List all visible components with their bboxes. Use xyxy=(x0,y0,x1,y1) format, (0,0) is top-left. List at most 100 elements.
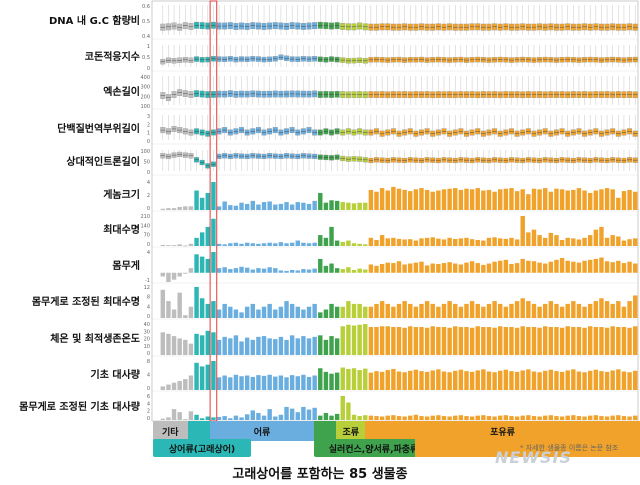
bar xyxy=(289,242,295,246)
track-label: 엑손길이 xyxy=(103,86,140,98)
bar xyxy=(486,189,492,210)
bar xyxy=(222,336,227,355)
track-label: DNA 내 G.C 함량비 xyxy=(49,16,140,27)
y-tick-label: -1 xyxy=(145,278,150,284)
bar xyxy=(537,416,542,420)
bar xyxy=(486,371,492,390)
bar xyxy=(379,416,385,420)
bar xyxy=(340,202,345,210)
bar xyxy=(346,301,351,318)
bar xyxy=(278,336,284,355)
bar xyxy=(571,261,576,273)
bar xyxy=(340,326,345,355)
bar xyxy=(329,373,334,390)
bar xyxy=(408,326,413,355)
bar xyxy=(486,263,492,273)
bar xyxy=(379,371,385,390)
bar xyxy=(554,235,559,246)
bar xyxy=(408,191,413,210)
bar xyxy=(424,301,430,318)
bar xyxy=(599,257,604,273)
bar xyxy=(408,239,413,246)
bar xyxy=(587,192,593,210)
bar xyxy=(447,262,452,273)
bar xyxy=(413,189,419,210)
bar xyxy=(447,327,452,355)
bar xyxy=(177,244,182,246)
bar xyxy=(481,415,486,420)
bar xyxy=(306,306,312,318)
bar xyxy=(385,238,390,246)
track-labels: DNA 내 G.C 함량비 코돈적응지수 엑손길이 단백질번역부위길이 상대적인트론길이… xyxy=(0,0,145,420)
bar xyxy=(413,414,419,420)
bar xyxy=(436,415,441,420)
bar xyxy=(183,419,188,420)
bar xyxy=(284,339,289,355)
bar xyxy=(604,301,610,318)
bar xyxy=(160,386,166,390)
bar xyxy=(211,332,216,355)
bar xyxy=(357,370,362,390)
bar xyxy=(160,418,166,420)
bar xyxy=(351,243,357,246)
bar xyxy=(261,243,267,246)
bar xyxy=(318,415,323,420)
bar xyxy=(379,326,385,355)
bar xyxy=(166,208,171,210)
bar xyxy=(492,191,497,210)
bar xyxy=(509,264,514,273)
bar xyxy=(565,415,570,420)
y-tick-label: 70 xyxy=(144,233,150,239)
bar xyxy=(278,375,284,390)
bar xyxy=(610,326,615,355)
bar xyxy=(301,269,306,273)
bar xyxy=(576,303,582,318)
bar xyxy=(391,186,396,210)
bar xyxy=(526,301,531,318)
bar xyxy=(469,239,475,246)
bar xyxy=(385,326,390,355)
taxon-subgroup-fill xyxy=(415,439,640,457)
y-tick-label: 200 xyxy=(140,94,150,100)
bar xyxy=(616,236,621,246)
bar xyxy=(177,292,182,318)
bar xyxy=(475,240,480,246)
bar xyxy=(171,245,177,246)
taxon-subgroup-bar: 상어류(고래상어) 실러컨스,양서류,파충류 xyxy=(145,439,640,457)
bar xyxy=(593,258,599,273)
bar xyxy=(498,260,503,273)
bar xyxy=(543,237,548,246)
bar xyxy=(250,303,255,318)
bar xyxy=(447,301,452,318)
bar xyxy=(593,190,599,210)
y-tick-label: 0 xyxy=(147,170,150,176)
bar xyxy=(379,301,385,318)
bar xyxy=(329,263,334,273)
bar xyxy=(363,306,368,318)
bar xyxy=(363,324,368,355)
bar xyxy=(514,327,520,355)
bar xyxy=(469,327,475,355)
bar xyxy=(385,370,390,390)
bar xyxy=(351,368,357,390)
taxon-subgroup: 실러컨스,양서류,파충류 xyxy=(313,439,434,457)
track-label: 기초 대사량 xyxy=(90,369,140,381)
bar xyxy=(211,218,216,246)
bar xyxy=(509,303,514,318)
bar xyxy=(582,327,587,355)
bar xyxy=(543,303,548,318)
bar xyxy=(509,327,514,355)
watermark: NEWSIS xyxy=(495,448,572,467)
bar xyxy=(261,336,267,355)
y-tick-label: 0 xyxy=(147,351,150,357)
bar xyxy=(486,327,492,355)
bar xyxy=(351,325,357,355)
bar xyxy=(413,369,419,390)
bar xyxy=(599,298,604,318)
bar xyxy=(627,239,632,246)
bar xyxy=(295,240,300,246)
bar xyxy=(627,189,632,210)
y-tick-label: 0.5 xyxy=(142,19,150,25)
bar xyxy=(419,371,424,390)
